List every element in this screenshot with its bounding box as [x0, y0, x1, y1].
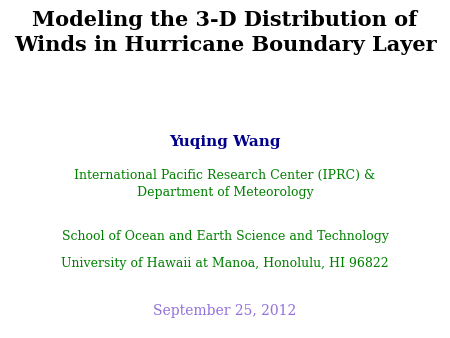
- Text: September 25, 2012: September 25, 2012: [153, 304, 297, 318]
- Text: Yuqing Wang: Yuqing Wang: [169, 135, 281, 149]
- Text: International Pacific Research Center (IPRC) &
Department of Meteorology: International Pacific Research Center (I…: [74, 169, 376, 199]
- Text: Modeling the 3-D Distribution of
Winds in Hurricane Boundary Layer: Modeling the 3-D Distribution of Winds i…: [14, 10, 436, 55]
- Text: University of Hawaii at Manoa, Honolulu, HI 96822: University of Hawaii at Manoa, Honolulu,…: [61, 257, 389, 270]
- Text: School of Ocean and Earth Science and Technology: School of Ocean and Earth Science and Te…: [62, 230, 388, 243]
